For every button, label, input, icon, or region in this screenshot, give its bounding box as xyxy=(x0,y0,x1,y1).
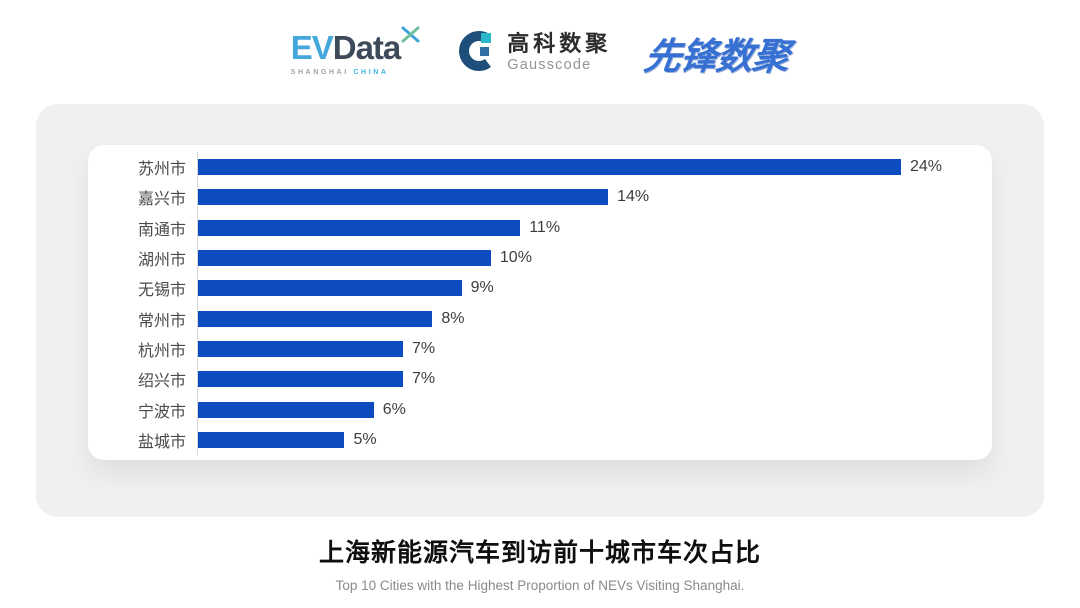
bar xyxy=(198,250,491,267)
gausscode-logo: 高科数聚 Gausscode xyxy=(455,29,611,78)
chart-row: 南通市 11% xyxy=(88,212,992,243)
category-label: 嘉兴市 xyxy=(137,191,186,209)
evdata-sub-shanghai: SHANGHAI xyxy=(290,68,349,76)
evdata-sub-china: CHINA xyxy=(353,68,389,76)
bar xyxy=(198,401,374,418)
chart-row: 无锡市 9% xyxy=(88,273,992,304)
category-label: 湖州市 xyxy=(137,252,186,270)
bar-zone: 9% xyxy=(197,273,992,304)
bar xyxy=(198,431,345,448)
bar-zone: 24% xyxy=(197,152,992,183)
bar-zone: 6% xyxy=(197,394,992,425)
bar xyxy=(198,280,462,297)
evdata-x-mark-icon xyxy=(401,25,421,49)
category-label: 宁波市 xyxy=(137,403,186,421)
chart-row: 绍兴市 7% xyxy=(88,364,992,395)
logo-header: EV Data SHANGHAI CHINA 高科数聚 Gausscode xyxy=(0,22,1080,84)
bar-zone: 10% xyxy=(197,242,992,274)
bar-zone: 11% xyxy=(197,212,992,243)
evdata-data-text: Data xyxy=(332,28,402,66)
bar xyxy=(198,310,433,327)
evdata-subtext: SHANGHAI CHINA xyxy=(291,69,422,76)
value-label: 9% xyxy=(470,279,494,297)
category-label: 杭州市 xyxy=(137,342,186,360)
evdata-ev-text: EV xyxy=(290,28,334,66)
value-label: 7% xyxy=(412,370,436,388)
chart-row: 盐城市 5% xyxy=(88,424,992,455)
chart-title: 上海新能源汽车到访前十城市车次占比 xyxy=(318,539,761,567)
chart-row: 苏州市 24% xyxy=(88,152,992,183)
chart-subtitle: Top 10 Cities with the Highest Proportio… xyxy=(335,578,745,593)
category-label: 常州市 xyxy=(137,312,186,330)
xianfengshuju-logo: 先锋数聚 xyxy=(641,36,792,77)
chart-row: 宁波市 6% xyxy=(88,394,992,425)
bar xyxy=(198,371,404,388)
chart-row: 杭州市 7% xyxy=(88,333,992,365)
bar-rows: 苏州市 24% 嘉兴市 14% 南通市 11% 湖州市 10% 无锡市 9% 常州市 8% 杭州市 7% 绍… xyxy=(88,152,992,455)
gausscode-text: 高科数聚 Gausscode xyxy=(507,32,611,73)
bar xyxy=(198,340,404,357)
value-label: 5% xyxy=(353,430,377,448)
bar-zone: 8% xyxy=(197,303,992,334)
bar xyxy=(198,219,521,236)
bar-zone: 7% xyxy=(197,364,992,395)
category-label: 无锡市 xyxy=(137,282,186,300)
chart-row: 常州市 8% xyxy=(88,303,992,334)
chart-row: 嘉兴市 14% xyxy=(88,182,992,213)
gausscode-cn-text: 高科数聚 xyxy=(507,31,612,57)
chart-card: 苏州市 24% 嘉兴市 14% 南通市 11% 湖州市 10% 无锡市 9% 常州市 8% 杭州市 7% 绍… xyxy=(88,145,992,460)
bar-zone: 5% xyxy=(197,424,992,455)
bar-zone: 7% xyxy=(197,333,992,365)
evdata-logo: EV Data SHANGHAI CHINA xyxy=(290,26,422,76)
chart-footer: 上海新能源汽车到访前十城市车次占比 Top 10 Cities with the… xyxy=(0,533,1080,593)
value-label: 11% xyxy=(529,218,561,236)
gausscode-g-icon xyxy=(455,29,499,78)
bar xyxy=(198,159,901,176)
bar xyxy=(198,189,609,206)
chart-row: 湖州市 10% xyxy=(88,242,992,274)
category-label: 盐城市 xyxy=(137,433,186,451)
value-label: 8% xyxy=(441,309,465,327)
evdata-wordmark: EV Data xyxy=(290,26,422,66)
gausscode-en-text: Gausscode xyxy=(507,56,592,73)
value-label: 24% xyxy=(910,158,943,176)
category-label: 绍兴市 xyxy=(137,373,186,391)
bar-zone: 14% xyxy=(197,182,992,213)
category-label: 南通市 xyxy=(137,221,186,239)
value-label: 7% xyxy=(412,339,436,357)
value-label: 14% xyxy=(617,188,650,206)
value-label: 10% xyxy=(499,249,532,267)
category-label: 苏州市 xyxy=(137,161,186,179)
value-label: 6% xyxy=(382,400,406,418)
